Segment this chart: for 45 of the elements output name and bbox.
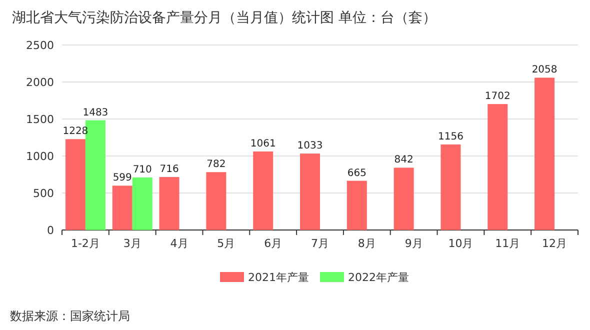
x-tick-label: 7月 [311,237,329,250]
x-tick-label: 4月 [170,237,188,250]
bar [346,180,367,230]
x-tick-label: 3月 [123,237,142,250]
x-tick-label: 10月 [448,237,474,250]
bar [132,177,152,230]
source-note: 数据来源：国家统计局 [10,309,130,323]
y-tick-label: 2000 [26,76,54,89]
data-label: 599 [112,172,132,184]
x-tick-label: 12月 [542,237,568,250]
bar [394,168,414,230]
data-label: 716 [160,164,179,176]
legend-label: 2021年产量 [248,271,309,284]
data-label: 1156 [438,131,464,142]
data-label: 665 [347,168,366,179]
bar [488,104,508,230]
x-tick-label: 8月 [358,237,376,250]
x-tick-label: 1-2月 [70,237,100,250]
chart-title: 湖北省大气污染防治设备产量分月（当月值）统计图 单位：台（套） [12,10,436,26]
data-label: 710 [132,164,152,176]
data-label: 1033 [297,140,323,152]
bar [440,144,461,230]
data-label: 1061 [250,138,276,150]
x-tick-label: 5月 [217,237,236,250]
x-tick-label: 6月 [264,237,282,250]
data-label: 2058 [532,64,558,76]
y-tick-label: 500 [33,187,54,200]
x-tick-label: 11月 [495,237,520,250]
data-label: 1702 [484,91,510,102]
y-tick-label: 0 [47,224,54,237]
y-tick-label: 1000 [26,150,54,163]
bar [534,78,555,230]
legend-label: 2022年产量 [348,271,409,284]
bar [65,139,86,230]
bar [159,177,180,230]
bar [300,154,320,230]
bar [206,172,226,230]
data-label: 842 [394,154,414,166]
y-tick-label: 2500 [26,39,54,52]
y-tick-label: 1500 [26,113,54,126]
x-tick-label: 9月 [404,237,423,250]
bar [253,151,274,230]
data-label: 782 [206,159,226,170]
bar [112,186,132,230]
data-label: 1483 [82,107,108,118]
